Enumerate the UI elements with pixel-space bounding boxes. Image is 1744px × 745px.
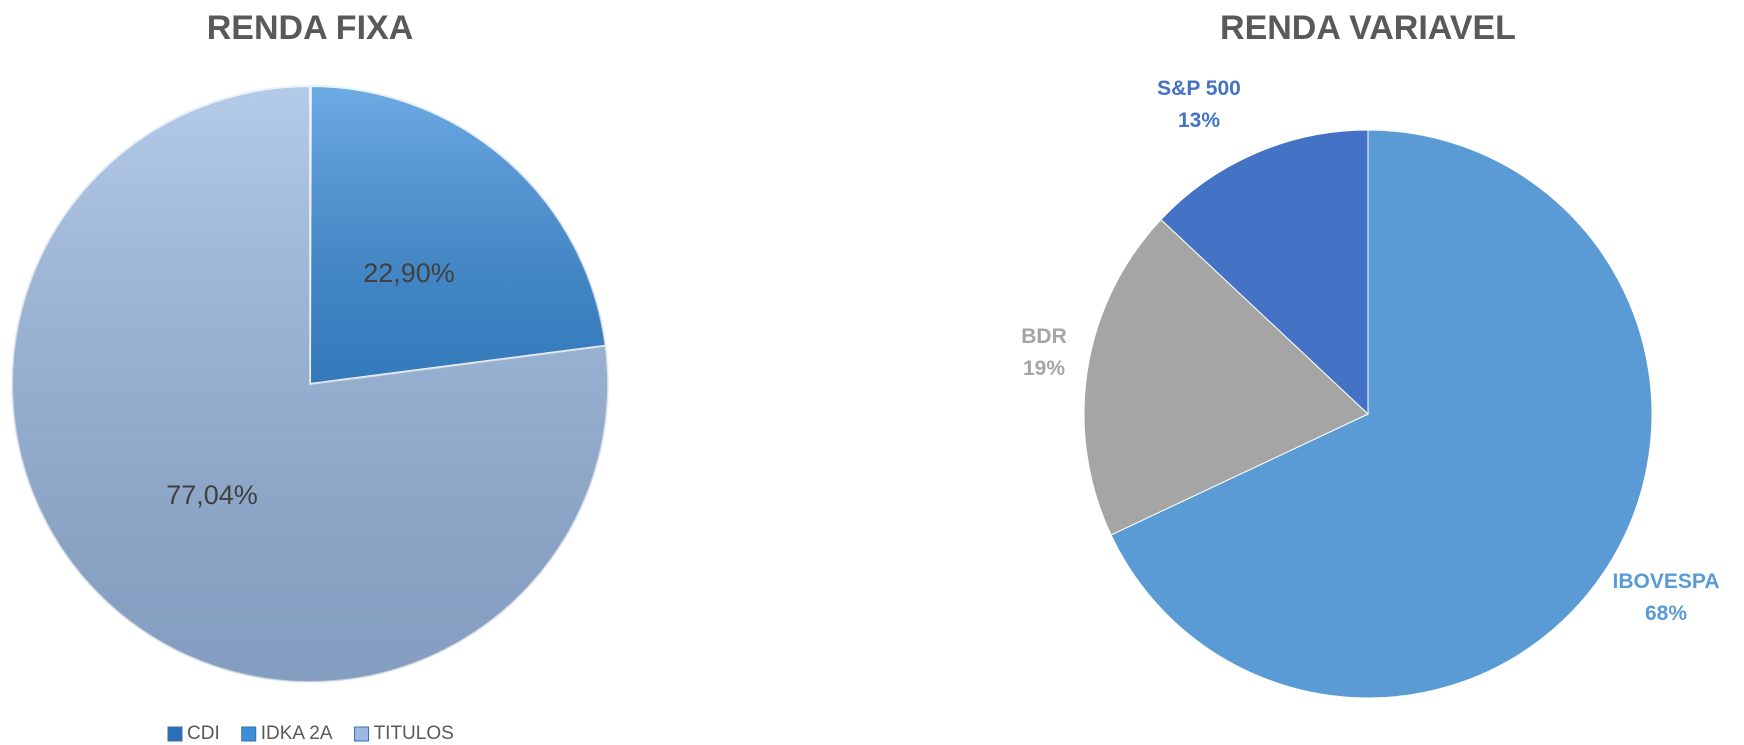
legend-label: IDKA 2A bbox=[261, 723, 333, 744]
data-label: BDR 19% bbox=[1021, 325, 1067, 380]
pie-slice bbox=[1083, 218, 1369, 536]
label-value: 68% bbox=[1645, 602, 1687, 625]
chart-title: RENDA FIXA bbox=[207, 9, 414, 47]
label-name: BDR bbox=[1021, 325, 1067, 348]
chart-title: RENDA VARIAVEL bbox=[1220, 9, 1516, 47]
legend-swatch bbox=[241, 726, 257, 742]
legend-label: TITULOS bbox=[374, 723, 454, 744]
data-label: 22,90% bbox=[363, 258, 455, 288]
label-name: S&P 500 bbox=[1157, 77, 1241, 100]
legend-label: CDI bbox=[187, 723, 220, 744]
data-label: 77,04% bbox=[166, 480, 258, 510]
pie-slice bbox=[308, 84, 607, 386]
label-value: 13% bbox=[1178, 109, 1220, 132]
legend-swatch bbox=[354, 726, 370, 742]
data-label: IBOVESPA 68% bbox=[1613, 570, 1720, 625]
pie-slice bbox=[1110, 129, 1653, 699]
legend-swatch bbox=[167, 726, 183, 742]
label-value: 19% bbox=[1023, 357, 1065, 380]
label-name: IBOVESPA bbox=[1613, 570, 1720, 593]
data-label: S&P 500 13% bbox=[1157, 77, 1241, 132]
pie-slice bbox=[1160, 129, 1369, 416]
